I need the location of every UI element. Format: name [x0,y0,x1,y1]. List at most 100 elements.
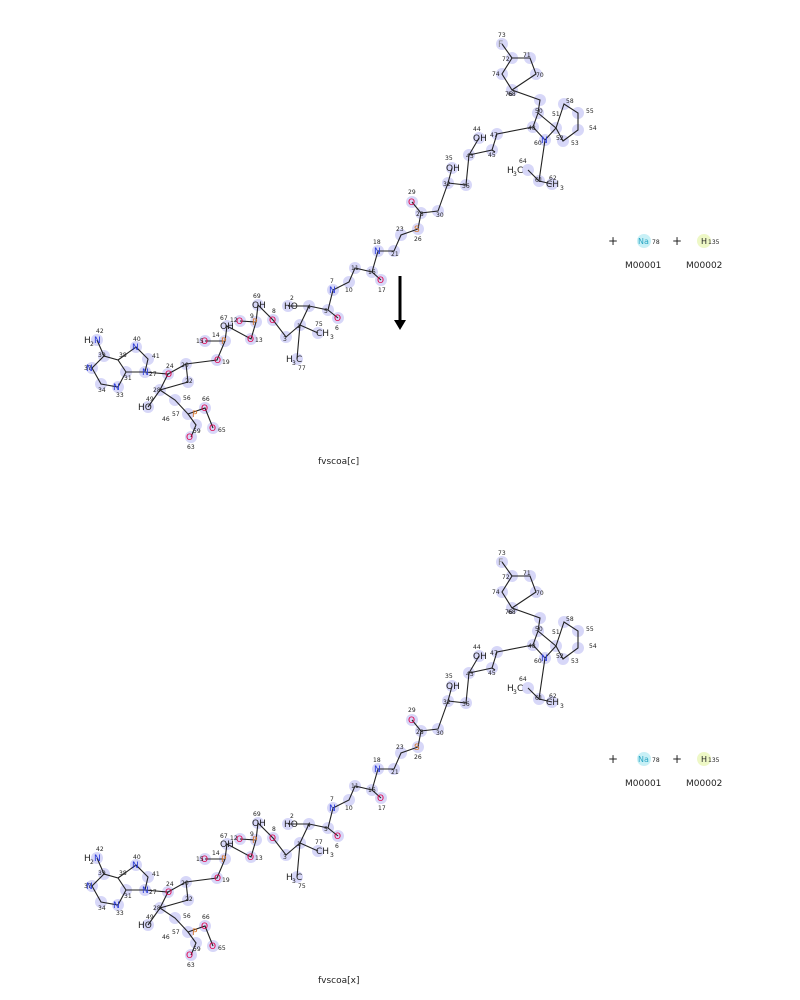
svg-text:70: 70 [536,590,544,597]
svg-text:O: O [236,835,243,845]
svg-text:35: 35 [445,155,453,162]
svg-text:N: N [329,804,336,814]
svg-text:28: 28 [416,729,424,736]
svg-text:44: 44 [473,126,481,133]
sodium-highlight [637,752,651,766]
svg-text:76: 76 [505,91,513,98]
svg-text:48: 48 [528,643,536,650]
svg-text:O: O [247,853,254,863]
svg-text:58: 58 [566,98,574,105]
svg-text:3: 3 [560,703,564,710]
svg-text:N: N [132,343,139,353]
svg-text:74: 74 [492,71,500,78]
svg-text:31: 31 [124,375,132,382]
svg-text:O: O [186,951,193,961]
svg-text:18: 18 [373,239,381,246]
svg-text:O: O [247,335,254,345]
svg-text:27: 27 [149,371,157,378]
svg-text:17: 17 [378,805,386,812]
svg-text:77: 77 [315,839,323,846]
svg-text:22: 22 [185,896,193,903]
svg-text:O: O [201,337,208,347]
svg-text:12: 12 [230,835,238,842]
svg-text:3: 3 [513,689,517,696]
product-cofactors: + Na 78 M00001 + H 135 M00002 [608,752,722,789]
svg-text:14: 14 [212,850,220,857]
sodium-symbol: Na [638,237,649,246]
svg-text:N: N [142,368,149,378]
svg-text:O: O [334,314,341,324]
svg-text:63: 63 [187,444,195,451]
svg-text:46: 46 [162,934,170,941]
svg-text:C: C [296,873,302,883]
proton-index: 135 [708,757,720,764]
svg-text:70: 70 [536,72,544,79]
svg-text:13: 13 [255,337,263,344]
svg-text:76: 76 [505,609,513,616]
svg-text:15: 15 [196,338,204,345]
svg-text:77: 77 [298,365,306,372]
svg-text:75: 75 [315,321,323,328]
svg-text:68: 68 [508,609,516,616]
product-caption: fvscoa[x] [318,976,360,986]
svg-text:OH: OH [446,164,460,174]
svg-text:69: 69 [253,811,261,818]
svg-text:14: 14 [212,332,220,339]
svg-text:47: 47 [490,650,498,657]
svg-text:18: 18 [373,757,381,764]
svg-text:50: 50 [535,626,543,633]
svg-text:C: C [517,166,523,176]
svg-text:2: 2 [90,859,94,866]
svg-text:OH: OH [252,301,266,311]
reactant-caption: fvscoa[c] [318,457,359,467]
svg-text:59: 59 [193,428,201,435]
svg-text:CH: CH [546,698,559,708]
svg-text:OH: OH [473,652,487,662]
svg-text:N: N [374,247,381,257]
svg-text:O: O [201,855,208,865]
proton-symbol: H [701,237,707,246]
svg-text:F: F [498,558,503,568]
proton-label: M00002 [686,779,722,789]
sodium-highlight [637,234,651,248]
svg-text:34: 34 [98,387,106,394]
svg-text:6: 6 [335,325,339,332]
svg-text:33: 33 [116,910,124,917]
sodium-index: 78 [652,757,660,764]
svg-text:39: 39 [98,870,106,877]
svg-text:42: 42 [96,328,104,335]
svg-text:P: P [252,836,258,846]
svg-text:HO: HO [138,403,152,413]
svg-text:39: 39 [98,352,106,359]
svg-text:22: 22 [185,378,193,385]
svg-text:65: 65 [218,427,226,434]
svg-text:12: 12 [230,317,238,324]
svg-text:75: 75 [298,883,306,890]
svg-text:41: 41 [152,871,160,878]
svg-text:62: 62 [549,175,557,182]
svg-text:N: N [329,286,336,296]
svg-text:OH: OH [473,134,487,144]
svg-text:61: 61 [535,177,543,184]
svg-text:O: O [165,370,172,380]
svg-text:N: N [541,654,548,664]
svg-text:N: N [113,383,120,393]
svg-text:49: 49 [146,914,154,921]
svg-text:OH: OH [220,322,234,332]
reactant-molecule [85,37,585,444]
plus-sign: + [608,234,618,248]
svg-text:O: O [236,317,243,327]
svg-text:69: 69 [253,293,261,300]
svg-text:P: P [221,337,227,347]
svg-text:O: O [214,874,221,884]
svg-text:38: 38 [119,352,127,359]
svg-text:O: O [377,276,384,286]
svg-text:51: 51 [552,629,560,636]
svg-text:O: O [408,716,415,726]
sodium-symbol: Na [638,755,649,764]
svg-text:H: H [286,355,293,365]
svg-text:73: 73 [498,550,506,557]
